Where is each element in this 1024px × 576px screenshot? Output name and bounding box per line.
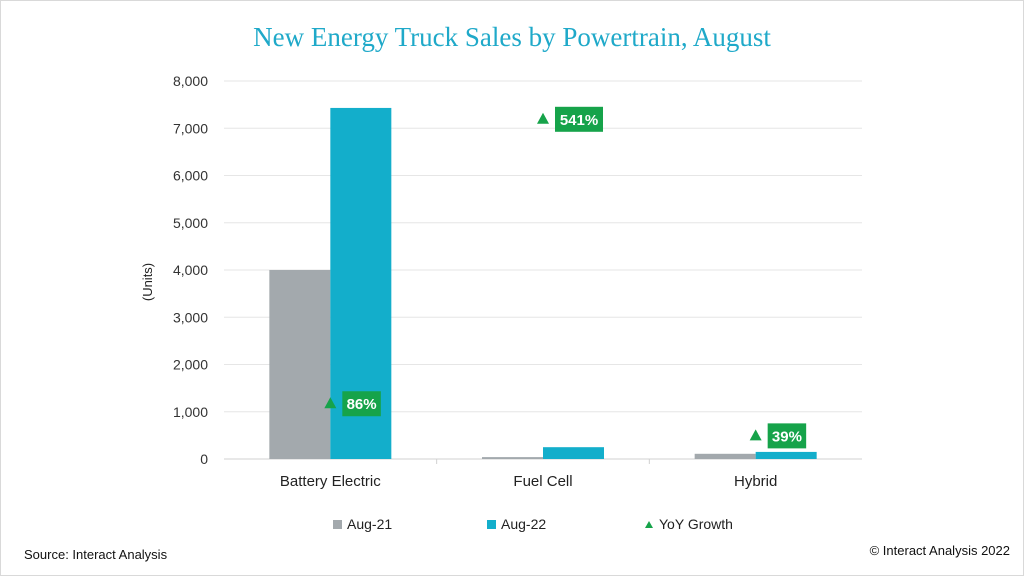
bar-aug-21: [482, 457, 543, 459]
growth-marker: [537, 112, 549, 124]
y-tick-label: 1,000: [173, 404, 208, 420]
y-tick-label: 0: [200, 451, 208, 467]
growth-label: 39%: [772, 428, 802, 445]
y-axis-title: (Units): [140, 263, 155, 301]
growth-label-box: [767, 423, 807, 449]
y-tick-label: 7,000: [173, 120, 208, 136]
x-tick-label: Battery Electric: [280, 473, 381, 490]
legend-label-aug-21: Aug-21: [347, 516, 393, 532]
x-tick-label: Fuel Cell: [513, 473, 572, 490]
y-tick-label: 6,000: [173, 168, 208, 184]
legend-swatch-aug-22: [487, 519, 496, 529]
source-note: Source: Interact Analysis: [24, 547, 168, 562]
growth-label: 541%: [560, 112, 598, 129]
legend-item-aug-21: Aug-21: [333, 516, 392, 532]
legend-label-yoy-growth: YoY Growth: [659, 516, 733, 532]
copyright-note: © Interact Analysis 2022: [869, 543, 1010, 558]
growth-marker: [324, 397, 337, 409]
legend-item-aug-22: Aug-22: [487, 516, 546, 532]
bar-aug-21: [694, 453, 756, 459]
legend-swatch-aug-21: [333, 519, 342, 529]
y-tick-label: 3,000: [173, 309, 208, 325]
x-tick-label: Hybrid: [734, 473, 777, 490]
legend-triangle-icon: [645, 520, 653, 528]
bar-aug-22: [543, 447, 604, 459]
y-tick-label: 5,000: [173, 215, 208, 231]
bar-aug-22: [755, 451, 817, 459]
chart-title: New Energy Truck Sales by Powertrain, Au…: [253, 22, 771, 52]
y-tick-label: 2,000: [173, 357, 208, 373]
growth-marker: [749, 429, 762, 441]
growth-label-box: [342, 391, 381, 417]
bar-aug-21: [269, 270, 331, 459]
y-tick-label: 8,000: [173, 73, 208, 89]
growth-label: 86%: [347, 396, 377, 413]
growth-label-box: [555, 106, 603, 132]
legend-label-aug-22: Aug-22: [501, 516, 547, 532]
y-tick-label: 4,000: [173, 262, 208, 278]
legend-item-yoy-growth: YoY Growth: [645, 516, 733, 532]
